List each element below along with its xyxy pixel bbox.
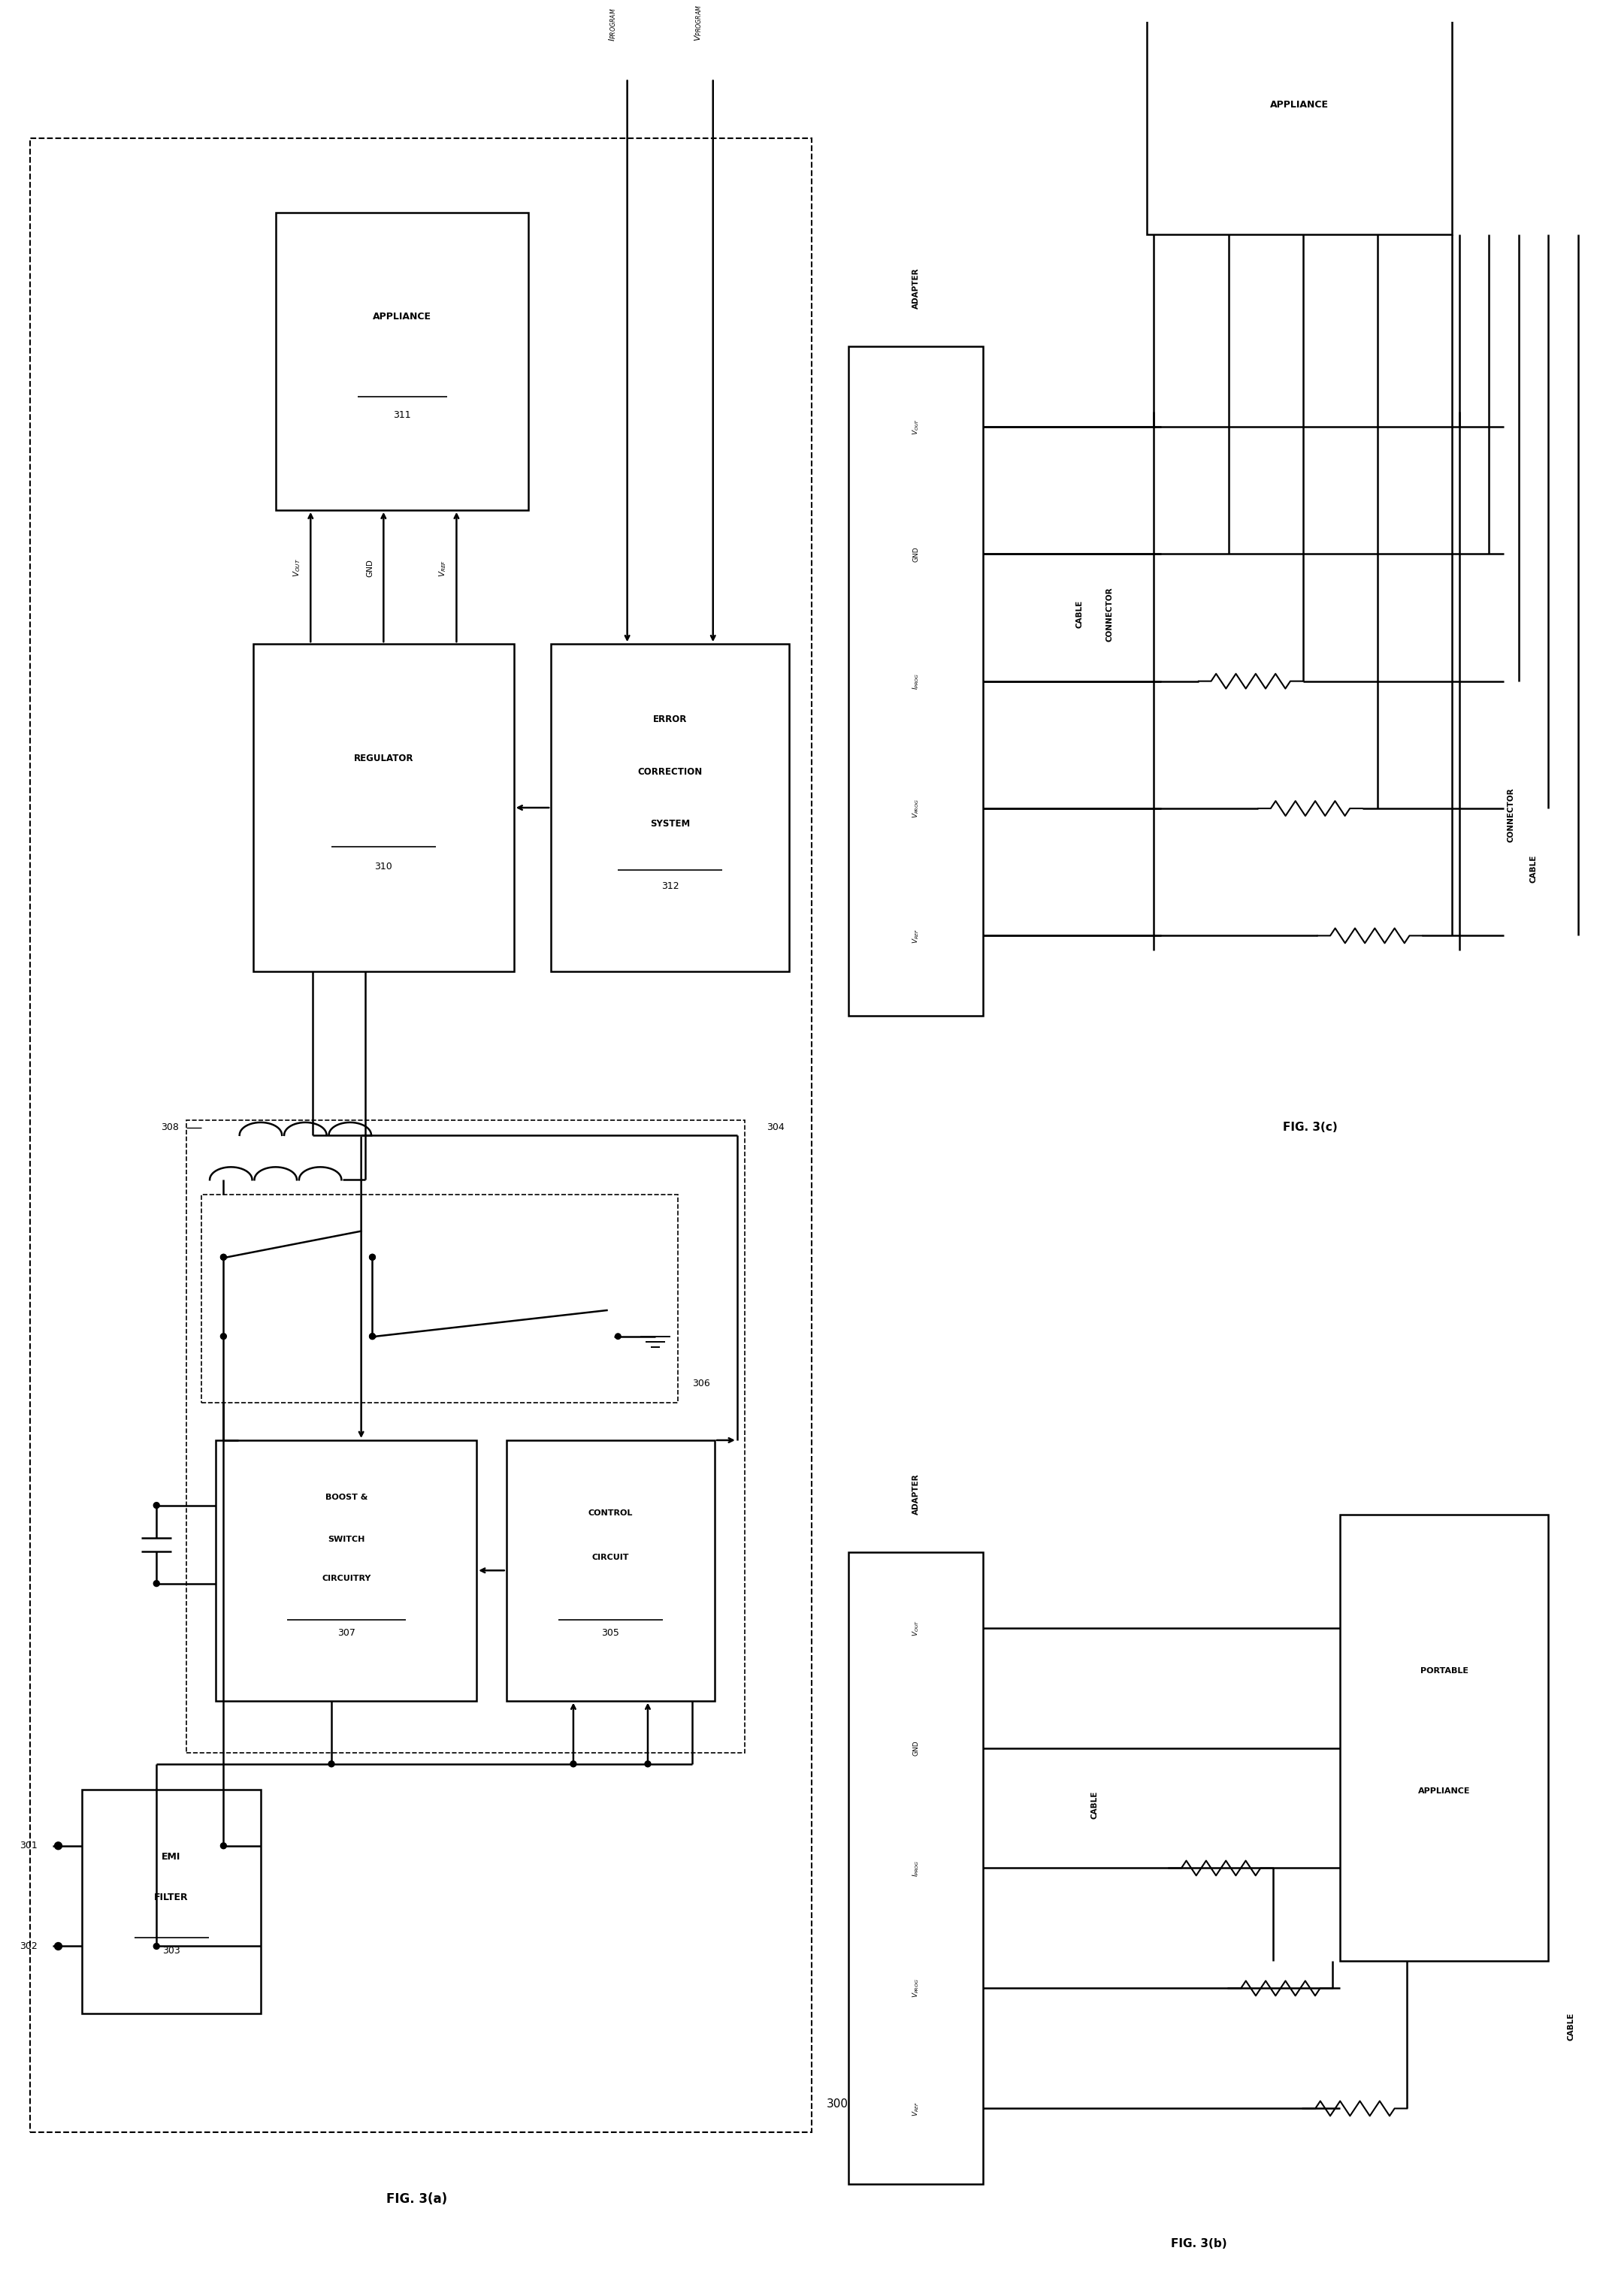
- Text: $V_{OUT}$: $V_{OUT}$: [292, 558, 303, 576]
- Text: APPLIANCE: APPLIANCE: [373, 312, 431, 321]
- Text: $V_{REF}$: $V_{REF}$: [911, 2101, 920, 2117]
- Text: 307: 307: [337, 1628, 356, 1637]
- Bar: [200, 1194, 678, 1403]
- Circle shape: [55, 1942, 63, 1949]
- Text: $I_{PROG}$: $I_{PROG}$: [911, 1860, 920, 1876]
- Text: $V_{OUT}$: $V_{OUT}$: [911, 1619, 920, 1637]
- Text: EMI: EMI: [162, 1853, 181, 1862]
- Text: CABLE: CABLE: [1076, 599, 1084, 629]
- Circle shape: [221, 1254, 226, 1261]
- Bar: [216, 1440, 476, 1701]
- Text: $V_{REF}$: $V_{REF}$: [911, 928, 920, 944]
- Text: 308: 308: [160, 1123, 180, 1132]
- Text: APPLIANCE: APPLIANCE: [1419, 1789, 1470, 1795]
- Text: CIRCUITRY: CIRCUITRY: [322, 1575, 370, 1582]
- Text: 303: 303: [162, 1945, 180, 1956]
- Text: REGULATOR: REGULATOR: [354, 753, 414, 765]
- Text: ERROR: ERROR: [652, 714, 688, 723]
- Text: SYSTEM: SYSTEM: [651, 820, 691, 829]
- Text: CONNECTOR: CONNECTOR: [1507, 788, 1515, 843]
- Text: $I_{PROGRAM}$: $I_{PROGRAM}$: [608, 7, 617, 41]
- Bar: [276, 211, 529, 510]
- Circle shape: [616, 1334, 620, 1339]
- Text: APPLIANCE: APPLIANCE: [1270, 99, 1329, 110]
- Text: 304: 304: [766, 1123, 785, 1132]
- Text: CORRECTION: CORRECTION: [638, 767, 702, 776]
- Text: CONTROL: CONTROL: [588, 1508, 633, 1518]
- Bar: [1146, 0, 1452, 234]
- Bar: [848, 1552, 983, 2183]
- Text: FILTER: FILTER: [154, 1892, 189, 1901]
- Circle shape: [154, 1942, 159, 1949]
- Bar: [253, 643, 515, 971]
- Text: $V_{PROG}$: $V_{PROG}$: [911, 799, 920, 817]
- Text: ADAPTER: ADAPTER: [912, 1474, 920, 1515]
- Text: 311: 311: [393, 411, 410, 420]
- Text: 312: 312: [662, 882, 680, 891]
- Text: 300: 300: [827, 2099, 848, 2110]
- Circle shape: [221, 1334, 226, 1339]
- Text: GND: GND: [912, 1740, 919, 1756]
- Text: 310: 310: [375, 861, 393, 872]
- Bar: [1340, 1515, 1548, 1961]
- Circle shape: [370, 1254, 375, 1261]
- Bar: [848, 347, 983, 1017]
- Text: 301: 301: [19, 1841, 37, 1851]
- Text: $V_{PROGRAM}$: $V_{PROGRAM}$: [692, 5, 704, 41]
- Circle shape: [369, 1254, 375, 1261]
- Bar: [551, 643, 789, 971]
- Circle shape: [644, 1761, 651, 1768]
- Text: BOOST &: BOOST &: [325, 1495, 367, 1502]
- Circle shape: [221, 1254, 226, 1261]
- Text: CIRCUIT: CIRCUIT: [592, 1554, 628, 1561]
- Text: 306: 306: [692, 1378, 710, 1389]
- Text: CABLE: CABLE: [1529, 854, 1537, 882]
- Text: ADAPTER: ADAPTER: [912, 269, 920, 310]
- Text: GND: GND: [367, 558, 373, 576]
- Circle shape: [571, 1761, 577, 1768]
- Circle shape: [370, 1334, 375, 1339]
- Text: FIG. 3(c): FIG. 3(c): [1282, 1123, 1337, 1134]
- Text: $V_{OUT}$: $V_{OUT}$: [911, 418, 920, 434]
- Text: PORTABLE: PORTABLE: [1420, 1667, 1468, 1674]
- Circle shape: [154, 1502, 159, 1508]
- Text: FIG. 3(a): FIG. 3(a): [386, 2193, 447, 2206]
- Bar: [186, 1120, 744, 1752]
- Text: CABLE: CABLE: [1568, 2011, 1574, 2041]
- Text: CABLE: CABLE: [1090, 1791, 1098, 1818]
- Text: 302: 302: [19, 1942, 37, 1952]
- Text: FIG. 3(b): FIG. 3(b): [1170, 2239, 1226, 2250]
- Circle shape: [55, 1841, 63, 1851]
- Circle shape: [369, 1334, 375, 1339]
- Text: 305: 305: [601, 1628, 619, 1637]
- Bar: [82, 1791, 261, 2014]
- Text: SWITCH: SWITCH: [327, 1536, 365, 1543]
- Text: $I_{PROG}$: $I_{PROG}$: [911, 673, 920, 689]
- Circle shape: [154, 1580, 159, 1587]
- Text: GND: GND: [912, 546, 919, 563]
- Bar: [30, 138, 811, 2133]
- Text: $V_{PROG}$: $V_{PROG}$: [911, 1979, 920, 1998]
- Text: CONNECTOR: CONNECTOR: [1106, 588, 1112, 641]
- Circle shape: [329, 1761, 335, 1768]
- Bar: [507, 1440, 715, 1701]
- Text: $V_{REF}$: $V_{REF}$: [438, 560, 449, 576]
- Circle shape: [221, 1844, 226, 1848]
